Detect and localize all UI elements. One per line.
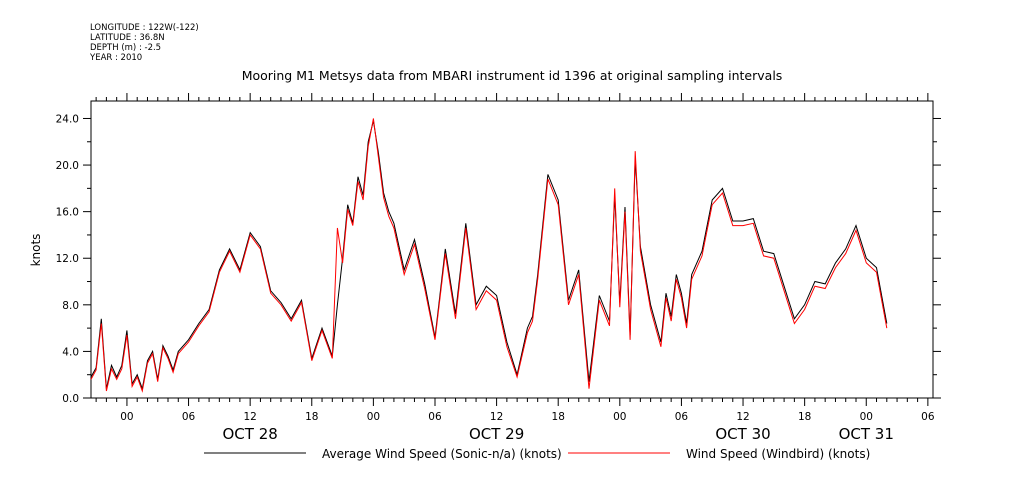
legend-label-windbird: Wind Speed (Windbird) (knots) — [686, 447, 870, 461]
x-tick-label: 00 — [860, 411, 873, 423]
x-tick-label: 12 — [243, 411, 256, 423]
x-tick-label: 00 — [613, 411, 626, 423]
x-axis: 00 06 12 18 00 06 12 18 00 06 12 18 00 06 OCT 28 OCT 29… — [95, 93, 935, 443]
x-tick-label: 06 — [182, 411, 196, 423]
y-tick-label: 8.0 — [62, 300, 79, 312]
x-date-label: OCT 31 — [839, 425, 894, 443]
x-tick-label: 00 — [367, 411, 380, 423]
x-tick-label: 18 — [552, 411, 565, 423]
meta-depth: DEPTH (m) : -2.5 — [90, 43, 161, 53]
x-tick-label: 12 — [736, 411, 749, 423]
y-tick-label: 20.0 — [56, 160, 79, 172]
meta-block: LONGITUDE : 122W(-122) LATITUDE : 36.8N … — [89, 23, 199, 63]
chart-title: Mooring M1 Metsys data from MBARI instru… — [242, 68, 783, 83]
x-tick-label: 18 — [305, 411, 318, 423]
plot-frame — [90, 100, 934, 399]
x-tick-label: 06 — [921, 411, 935, 423]
y-tick-label: 4.0 — [62, 346, 79, 358]
legend-label-sonic: Average Wind Speed (Sonic-n/a) (knots) — [322, 447, 562, 461]
x-tick-label: 06 — [428, 411, 442, 423]
legend: Average Wind Speed (Sonic-n/a) (knots) W… — [204, 447, 870, 461]
meta-longitude: LONGITUDE : 122W(-122) — [90, 23, 199, 33]
y-tick-label: 12.0 — [56, 253, 79, 265]
x-tick-label: 12 — [490, 411, 503, 423]
x-tick-label: 06 — [675, 411, 689, 423]
y-tick-label: 0.0 — [62, 393, 79, 405]
meta-latitude: LATITUDE : 36.8N — [90, 33, 165, 43]
y-axis: 0.0 4.0 8.0 12.0 16.0 20.0 24.0 — [56, 113, 941, 405]
x-date-label: OCT 29 — [469, 425, 524, 443]
series-line-windbird — [90, 118, 888, 393]
series-layer — [90, 118, 888, 393]
x-tick-label: 00 — [120, 411, 133, 423]
meta-year: YEAR : 2010 — [89, 53, 142, 63]
x-date-label: OCT 30 — [715, 425, 770, 443]
y-tick-label: 16.0 — [56, 207, 79, 219]
series-line-sonic — [90, 120, 888, 391]
y-axis-label: knots — [29, 234, 43, 267]
x-date-label: OCT 28 — [223, 425, 278, 443]
x-tick-label: 18 — [798, 411, 811, 423]
y-tick-label: 24.0 — [56, 113, 79, 125]
